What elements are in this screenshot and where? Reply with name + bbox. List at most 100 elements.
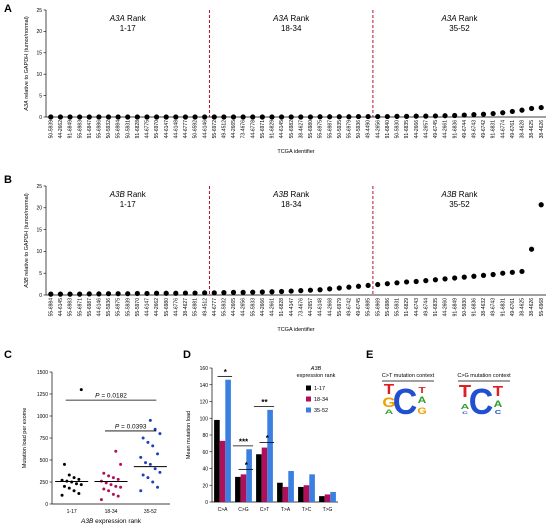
x-tick-label: 91-6828 xyxy=(279,298,285,317)
x-tick-label: 55-6987 xyxy=(327,120,333,139)
rank-group-title: A3A Rank xyxy=(440,14,478,23)
y-tick-label: 80 xyxy=(202,433,208,439)
data-point xyxy=(119,485,123,489)
y-tick-label: 5 xyxy=(39,271,42,277)
data-point xyxy=(461,274,467,280)
bar xyxy=(303,485,310,502)
bar xyxy=(240,474,247,502)
x-tick-label: 38-4628 xyxy=(520,120,526,139)
data-point xyxy=(336,285,342,291)
bar xyxy=(319,496,325,502)
x-tick-label: 55-6980 xyxy=(164,298,170,317)
x-tick-label: 44-2668 xyxy=(327,298,333,317)
rank-group-title: A3A Rank xyxy=(109,14,147,23)
panel-label-d: D xyxy=(183,349,191,361)
data-point xyxy=(109,483,113,487)
data-point xyxy=(182,290,189,296)
data-point xyxy=(116,477,120,481)
data-point xyxy=(298,288,304,294)
logo-cg-letter: C xyxy=(469,382,494,422)
data-point xyxy=(403,279,410,285)
x-tick-label: 44-2662 xyxy=(154,298,160,317)
data-point xyxy=(471,273,477,279)
y-tick-label: 0 xyxy=(45,502,48,508)
x-tick-label: 50-5935 xyxy=(337,120,343,139)
data-point xyxy=(111,492,115,496)
x-tick-label: 55-6984 xyxy=(116,120,122,139)
data-point xyxy=(115,114,121,120)
x-tick-label: 44-6743 xyxy=(414,298,420,317)
bar xyxy=(261,447,268,502)
y-tick-label: 0 xyxy=(39,115,42,121)
x-tick-label: 55-6981 xyxy=(193,298,199,317)
data-point xyxy=(77,114,83,120)
panel-label-c: C xyxy=(4,349,12,361)
data-point xyxy=(102,471,106,475)
x-tick-label: 91-6835 xyxy=(433,298,439,317)
data-point xyxy=(115,291,121,297)
x-tick-label: 44-6145 xyxy=(279,120,285,139)
data-point xyxy=(384,281,390,287)
y-tick-label: 1500 xyxy=(37,370,48,376)
data-point xyxy=(471,112,477,118)
data-point xyxy=(156,485,160,489)
data-point xyxy=(151,480,155,484)
data-point xyxy=(148,462,152,466)
data-point xyxy=(307,114,314,120)
data-point xyxy=(62,484,66,488)
rank-group-range: 35-52 xyxy=(449,200,470,209)
x-tick-label: 44-2657 xyxy=(423,120,429,139)
logo-ct-title: C>T mutation context xyxy=(382,373,435,379)
y-tick-label: 25 xyxy=(36,8,42,14)
x-tick-label: 38-4627 xyxy=(183,298,189,317)
data-point xyxy=(114,449,118,453)
y-axis-title: Mutation load per exome xyxy=(22,408,28,469)
x-tick-label: 55-6986 xyxy=(385,298,391,317)
x-tick-label: 55-6980 xyxy=(308,120,314,139)
x-tick-label: 49-6743 xyxy=(491,298,497,317)
x-tick-label: 44-6147 xyxy=(145,298,151,317)
data-point xyxy=(240,289,246,295)
legend-title: expression rank xyxy=(297,373,336,379)
data-point xyxy=(125,114,131,120)
data-point xyxy=(250,289,256,295)
x-tick-label: 55-6983 xyxy=(77,120,83,139)
x-tick-label: 44-2660 xyxy=(443,298,449,317)
x-tick-label: 49-4490 xyxy=(366,120,372,139)
x-tick-label: 49-6744 xyxy=(423,298,429,317)
x-tick-label: 44-2665 xyxy=(231,120,237,139)
x-axis-title: TCGA identifier xyxy=(277,327,314,333)
x-tick-label: 55-6972 xyxy=(212,120,218,139)
x-tick-label: 55-6983 xyxy=(68,298,74,317)
data-point xyxy=(365,113,371,120)
y-tick-label: 15 xyxy=(36,51,42,57)
data-point xyxy=(259,114,265,120)
x-tick-label: 55-6970 xyxy=(154,120,160,139)
x-tick-label: 55-5932 xyxy=(221,298,227,317)
data-point xyxy=(211,290,217,296)
data-point xyxy=(79,483,83,487)
y-tick-label: 20 xyxy=(36,206,42,212)
data-point xyxy=(327,114,333,120)
data-point xyxy=(74,482,78,486)
logo-cg-title: C>G mutation context xyxy=(457,373,511,379)
x-tick-label: 44-6147 xyxy=(164,120,170,139)
x-tick-label: C>G xyxy=(238,507,249,513)
x-tick-label: 44-6778 xyxy=(250,120,256,139)
y-tick-label: 25 xyxy=(36,184,42,190)
x-tick-label: 55-6985 xyxy=(366,298,372,317)
data-point xyxy=(163,114,169,120)
x-tick-label: T>G xyxy=(323,507,333,513)
data-point xyxy=(317,114,323,120)
x-tick-label: 49-4512 xyxy=(221,120,227,139)
data-point xyxy=(153,467,157,471)
data-point xyxy=(86,291,92,297)
significance-stars: * xyxy=(266,434,270,443)
x-tick-label: 55-6971 xyxy=(77,298,83,317)
x-tick-label: 44-6774 xyxy=(500,120,506,139)
data-point xyxy=(500,270,506,276)
data-point xyxy=(230,114,237,120)
data-point xyxy=(452,275,458,281)
data-point xyxy=(423,278,429,284)
